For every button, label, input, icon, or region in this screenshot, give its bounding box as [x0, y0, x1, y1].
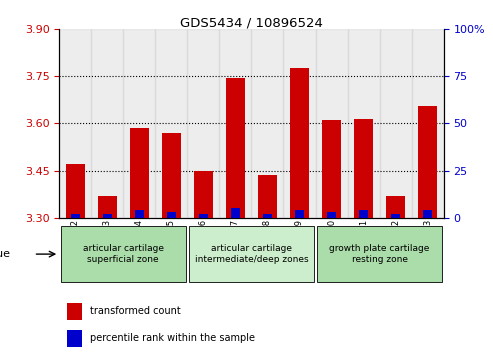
- Bar: [194, 171, 213, 218]
- Bar: [66, 164, 85, 218]
- Text: articular cartilage
intermediate/deep zones: articular cartilage intermediate/deep zo…: [195, 244, 308, 264]
- Bar: [155, 29, 187, 218]
- Bar: [386, 196, 405, 218]
- Bar: [251, 29, 283, 218]
- Text: GDS5434 / 10896524: GDS5434 / 10896524: [180, 16, 323, 29]
- Bar: [412, 29, 444, 218]
- Bar: [354, 119, 373, 218]
- Bar: [290, 68, 309, 218]
- Text: growth plate cartilage
resting zone: growth plate cartilage resting zone: [329, 244, 430, 264]
- Bar: [327, 212, 336, 218]
- Text: tissue: tissue: [0, 249, 11, 259]
- Bar: [359, 210, 368, 218]
- Bar: [226, 78, 245, 218]
- Bar: [423, 210, 432, 218]
- Bar: [258, 175, 277, 218]
- Bar: [71, 214, 79, 218]
- FancyBboxPatch shape: [317, 226, 442, 282]
- FancyBboxPatch shape: [61, 226, 186, 282]
- Bar: [103, 214, 111, 218]
- Bar: [263, 214, 272, 218]
- Bar: [231, 208, 240, 218]
- Bar: [322, 120, 341, 218]
- Text: percentile rank within the sample: percentile rank within the sample: [90, 334, 255, 343]
- Bar: [123, 29, 155, 218]
- Text: articular cartilage
superficial zone: articular cartilage superficial zone: [83, 244, 164, 264]
- Bar: [418, 106, 437, 218]
- Bar: [67, 330, 82, 347]
- Bar: [167, 212, 176, 218]
- Bar: [283, 29, 316, 218]
- Bar: [67, 303, 82, 320]
- Text: transformed count: transformed count: [90, 306, 180, 316]
- FancyBboxPatch shape: [189, 226, 314, 282]
- Bar: [348, 29, 380, 218]
- Bar: [98, 196, 117, 218]
- Bar: [59, 29, 91, 218]
- Bar: [162, 133, 181, 218]
- Bar: [135, 210, 143, 218]
- Bar: [380, 29, 412, 218]
- Bar: [295, 210, 304, 218]
- Bar: [316, 29, 348, 218]
- Bar: [91, 29, 123, 218]
- Bar: [219, 29, 251, 218]
- Bar: [130, 128, 149, 218]
- Bar: [187, 29, 219, 218]
- Bar: [199, 214, 208, 218]
- Bar: [391, 214, 400, 218]
